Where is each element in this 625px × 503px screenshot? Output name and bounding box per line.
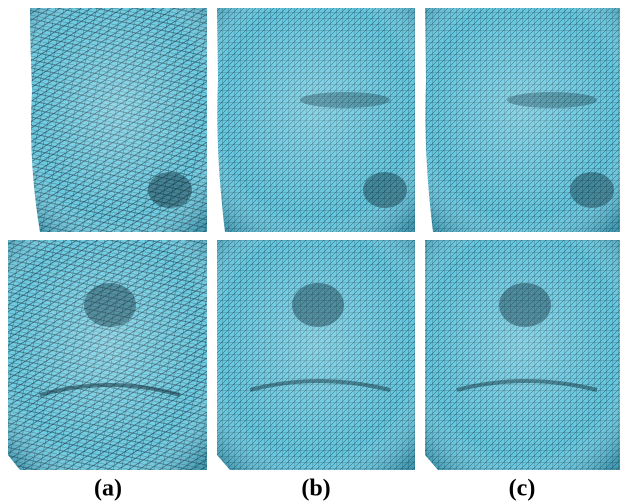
panel-a-bottom — [8, 240, 207, 470]
panel-b-bottom — [217, 240, 415, 470]
panel-a-top — [30, 8, 207, 232]
panel-c-top — [425, 8, 620, 232]
panel-c-bottom — [425, 240, 620, 470]
label: (b) — [301, 476, 330, 502]
panel-b-top — [217, 8, 415, 232]
label: (a) — [94, 476, 122, 502]
label: (c) — [509, 476, 536, 502]
figure: (a) (b) (c) — [0, 0, 625, 503]
